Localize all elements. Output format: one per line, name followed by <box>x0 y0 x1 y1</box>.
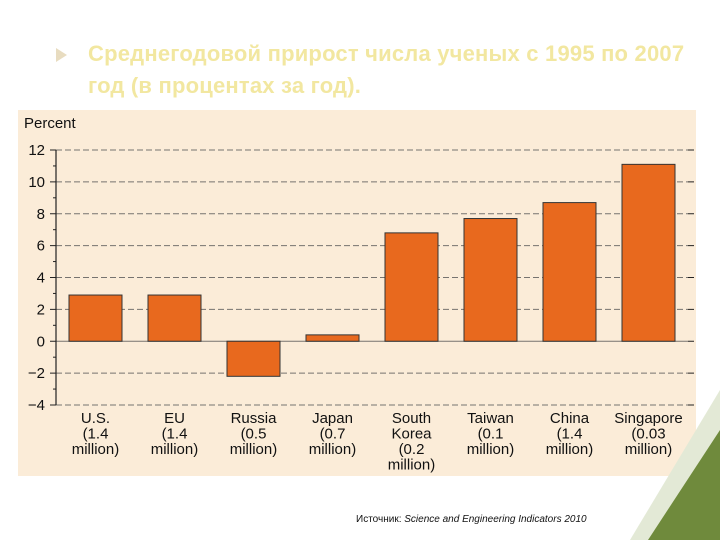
y-tick-label: 10 <box>28 174 45 191</box>
bar <box>384 232 439 342</box>
bar <box>226 340 281 377</box>
slide-title: Среднегодовой прирост числа ученых с 199… <box>88 41 685 98</box>
corner-decoration-dark <box>648 430 720 540</box>
x-tick-label: (1.4 <box>557 426 583 443</box>
x-tick-label: (1.4 <box>83 426 109 443</box>
y-tick-label: −2 <box>28 365 45 382</box>
x-tick-label: million) <box>309 441 357 458</box>
x-tick-label: (0.2 <box>399 441 425 458</box>
y-tick-label: 12 <box>28 142 45 159</box>
y-tick-label: 2 <box>37 301 45 318</box>
bar <box>147 294 202 342</box>
title-bullet-icon <box>56 48 67 62</box>
x-tick-label: (1.4 <box>162 426 188 443</box>
x-tick-label: Korea <box>391 426 432 443</box>
x-tick-label: Russia <box>231 410 278 427</box>
bar <box>68 294 123 342</box>
source-note: Источник: Science and Engineering Indica… <box>356 514 587 525</box>
y-axis-title: Percent <box>24 115 77 132</box>
bar-chart: Percent121086420−2−4U.S.(1.4million)EU(1… <box>24 115 694 474</box>
y-tick-label: 0 <box>37 333 45 350</box>
x-tick-label: China <box>550 410 590 427</box>
x-tick-label: U.S. <box>81 410 110 427</box>
bar <box>542 202 597 342</box>
source-prefix: Источник: <box>356 514 405 525</box>
bar <box>621 163 676 342</box>
y-tick-label: −4 <box>28 397 45 414</box>
y-tick-label: 8 <box>37 206 45 223</box>
x-tick-label: million) <box>546 441 594 458</box>
x-tick-label: million) <box>625 441 673 458</box>
x-tick-label: million) <box>388 457 436 474</box>
source-name: Science and Engineering Indicators 2010 <box>404 514 587 525</box>
x-tick-label: (0.7 <box>320 426 346 443</box>
chart-panel: Percent 12 10 8 6 4 2 0 −2 −4 U.S. (1.4 million) EU (1… <box>18 110 696 476</box>
x-tick-label: EU <box>164 410 185 427</box>
x-tick-label: Taiwan <box>467 410 514 427</box>
bar <box>463 218 518 342</box>
x-tick-label: South <box>392 410 431 427</box>
x-tick-label: million) <box>72 441 120 458</box>
x-tick-label: million) <box>230 441 278 458</box>
x-tick-label: (0.5 <box>241 426 267 443</box>
x-tick-label: (0.1 <box>478 426 504 443</box>
x-tick-label: (0.03 <box>631 426 665 443</box>
x-tick-label: Japan <box>312 410 353 427</box>
x-tick-label: Singapore <box>614 410 682 427</box>
y-tick-label: 6 <box>37 238 45 255</box>
corner-decoration <box>630 390 720 540</box>
bar <box>305 334 360 342</box>
x-tick-label: million) <box>151 441 199 458</box>
x-tick-label: million) <box>467 441 515 458</box>
y-tick-label: 4 <box>37 270 45 287</box>
